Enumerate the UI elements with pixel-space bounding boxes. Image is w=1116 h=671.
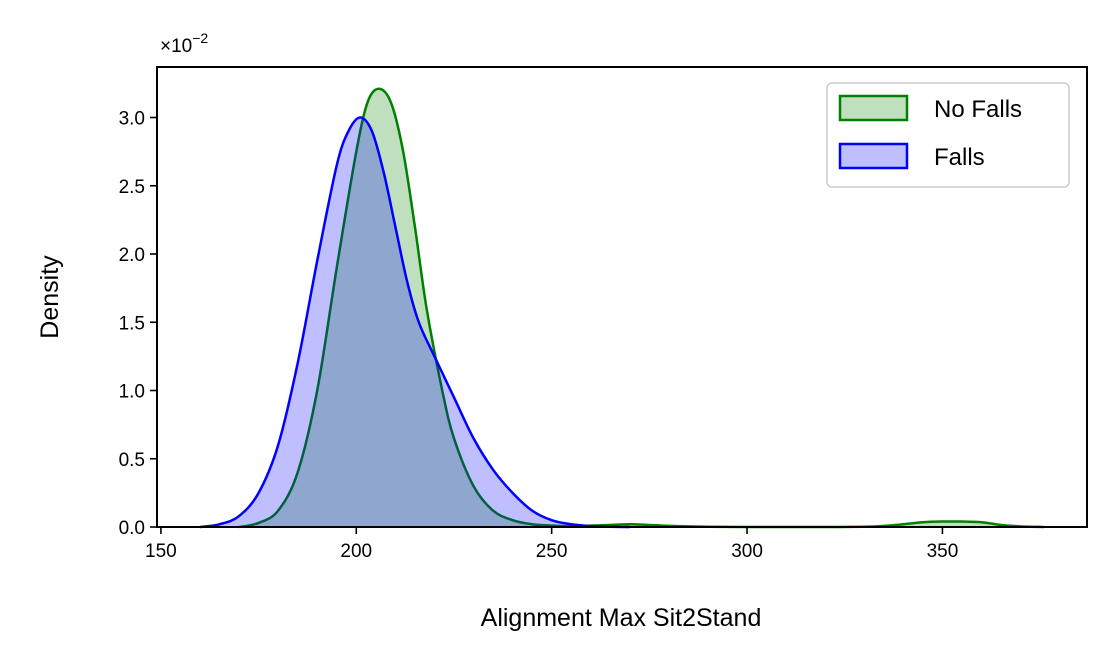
density-line-falls (199, 116, 630, 529)
x-tick-label: 300 (731, 541, 763, 562)
x-axis-label: Alignment Max Sit2Stand (481, 604, 762, 632)
density-line-no-falls (238, 87, 1045, 529)
legend-swatch-no-falls (838, 94, 909, 122)
x-tick-label: 200 (340, 541, 372, 562)
density-area-no-falls (239, 88, 1045, 528)
plot-frame (156, 66, 1088, 528)
x-tick-label: 350 (927, 541, 959, 562)
y-tick-label: 2.0 (119, 245, 145, 266)
y-axis-multiplier: ×10−2 (160, 30, 208, 57)
y-tick-label: 0.5 (119, 450, 145, 471)
legend-label-falls: Falls (934, 144, 985, 171)
plot-area (199, 87, 1045, 529)
legend-frame (826, 82, 1070, 188)
density-area-falls (199, 117, 630, 527)
y-axis-label: Density (36, 255, 64, 339)
y-tick-label: 0.0 (119, 518, 145, 539)
legend-swatch-falls (838, 142, 909, 170)
x-axis-ticks: 150 200 250 300 350 (145, 527, 958, 562)
y-tick-label: 2.5 (119, 177, 145, 198)
y-tick-label: 1.5 (119, 313, 145, 334)
legend: No Falls Falls (826, 82, 1070, 188)
y-tick-label: 3.0 (119, 109, 145, 130)
x-tick-label: 150 (145, 541, 177, 562)
y-axis-ticks: 0.0 0.5 1.0 1.5 2.0 2.5 3.0 (119, 109, 157, 539)
x-tick-label: 250 (536, 541, 568, 562)
legend-label-no-falls: No Falls (934, 96, 1022, 123)
y-tick-label: 1.0 (119, 382, 145, 403)
